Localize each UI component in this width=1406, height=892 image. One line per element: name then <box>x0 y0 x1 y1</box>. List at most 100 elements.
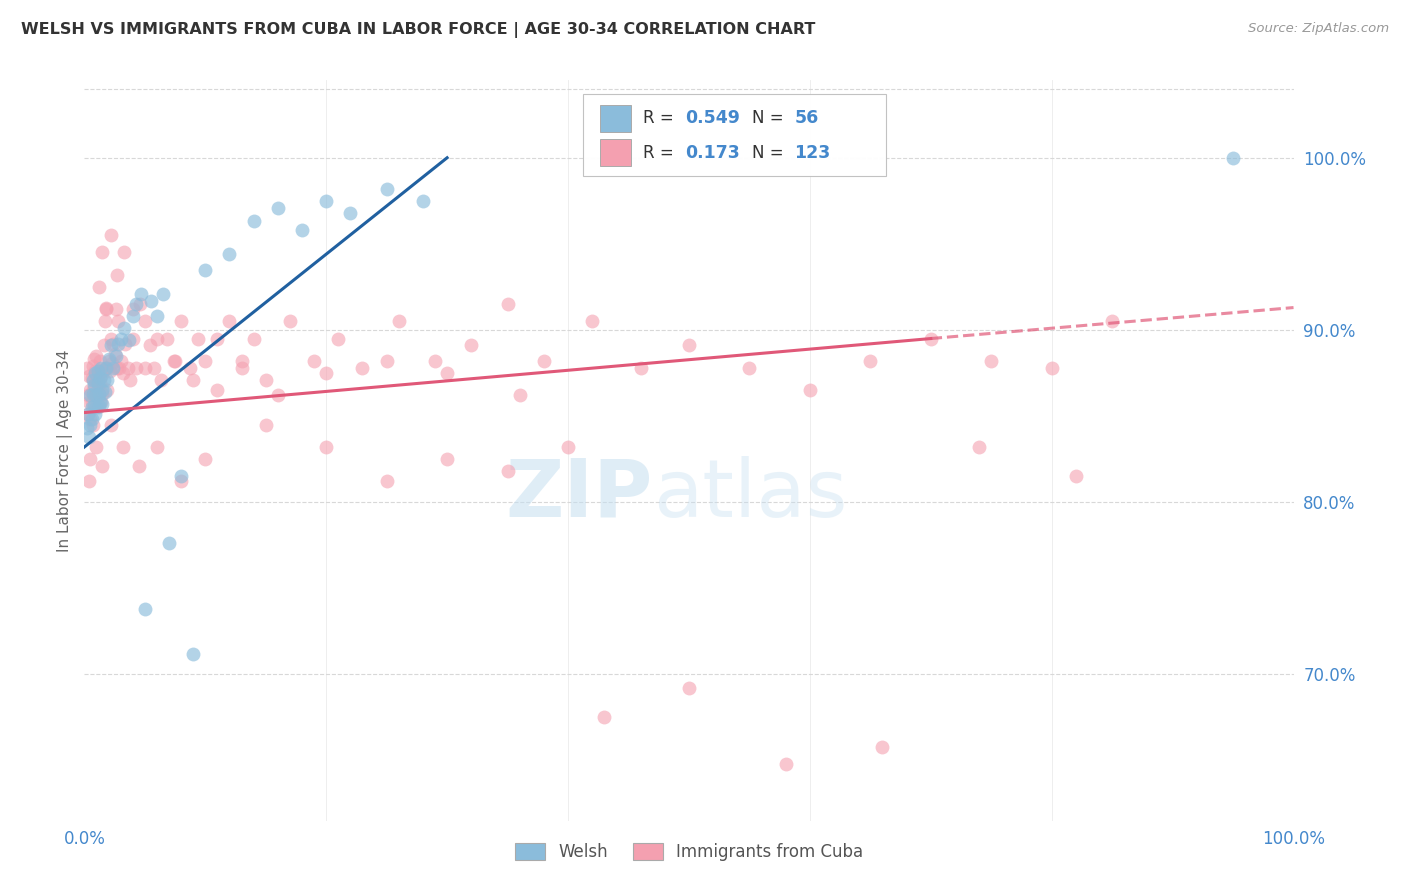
Point <box>84 388 107 402</box>
Point <box>77 430 100 444</box>
Point <box>125 297 148 311</box>
Point <box>121 309 143 323</box>
Point <box>593 710 616 724</box>
Point <box>105 268 128 282</box>
Text: N =: N = <box>752 110 789 128</box>
Point <box>339 206 361 220</box>
Point <box>105 360 128 375</box>
Point <box>315 194 337 208</box>
Point <box>93 338 115 352</box>
Point <box>83 399 105 413</box>
Point <box>557 440 579 454</box>
Point <box>496 297 519 311</box>
Point <box>84 366 107 380</box>
Point <box>134 360 156 375</box>
Point <box>86 378 108 392</box>
Point <box>143 360 166 375</box>
Point <box>80 401 103 415</box>
Point <box>157 536 180 550</box>
Point <box>86 364 108 378</box>
Point <box>179 360 201 375</box>
Point <box>104 302 127 317</box>
Point <box>94 302 117 317</box>
Point <box>218 247 240 261</box>
Point <box>96 360 118 375</box>
Point <box>134 314 156 328</box>
Point <box>170 475 193 489</box>
Point <box>76 360 98 375</box>
Point <box>678 681 700 695</box>
Point <box>80 395 103 409</box>
Point <box>125 360 148 375</box>
Point <box>82 417 104 432</box>
Point <box>82 373 104 387</box>
Point <box>254 417 277 432</box>
Point <box>149 373 172 387</box>
Point <box>139 293 162 308</box>
Point <box>90 360 112 375</box>
Point <box>1040 360 1063 375</box>
Point <box>155 332 177 346</box>
Point <box>121 302 143 317</box>
Point <box>77 475 100 489</box>
Point <box>100 332 122 346</box>
Point <box>630 360 652 375</box>
Point <box>80 412 103 426</box>
Point <box>83 378 105 392</box>
Point <box>93 362 115 376</box>
Point <box>388 314 411 328</box>
Point <box>83 373 105 387</box>
Point <box>315 440 337 454</box>
Point <box>112 440 135 454</box>
Point <box>87 366 110 380</box>
Point <box>77 369 100 384</box>
Point <box>94 301 117 315</box>
Point <box>980 354 1002 368</box>
Point <box>128 458 150 473</box>
Text: Source: ZipAtlas.com: Source: ZipAtlas.com <box>1249 22 1389 36</box>
Point <box>93 373 115 387</box>
Text: R =: R = <box>643 110 679 128</box>
Point <box>163 354 186 368</box>
Text: 0.549: 0.549 <box>685 110 740 128</box>
Point <box>242 332 264 346</box>
Point <box>152 286 174 301</box>
Point <box>96 383 118 397</box>
Point <box>267 201 290 215</box>
Point <box>82 359 104 373</box>
Point <box>79 383 101 397</box>
Point <box>181 647 204 661</box>
Point <box>533 354 555 368</box>
Point <box>100 417 122 432</box>
Point <box>87 386 110 401</box>
Point <box>86 401 108 415</box>
Point <box>100 228 122 243</box>
Point <box>89 354 111 368</box>
Point <box>80 371 103 385</box>
Point <box>97 354 120 368</box>
Point <box>118 333 141 347</box>
Point <box>86 401 108 415</box>
Point <box>114 336 136 351</box>
Point <box>86 349 108 363</box>
Point <box>423 354 446 368</box>
Point <box>496 464 519 478</box>
Point <box>775 756 797 771</box>
Point <box>920 332 942 346</box>
Point <box>90 369 112 384</box>
Point <box>96 373 118 387</box>
Point <box>170 469 193 483</box>
Point <box>110 354 132 368</box>
Point <box>1222 151 1244 165</box>
Point <box>79 417 101 432</box>
Text: 0.173: 0.173 <box>685 144 740 161</box>
Point <box>231 354 253 368</box>
Point <box>82 386 104 401</box>
Point <box>94 360 117 375</box>
Point <box>328 332 350 346</box>
Point <box>89 376 111 391</box>
Point <box>799 383 821 397</box>
Point <box>121 332 143 346</box>
Point <box>129 297 152 311</box>
Point <box>581 314 603 328</box>
